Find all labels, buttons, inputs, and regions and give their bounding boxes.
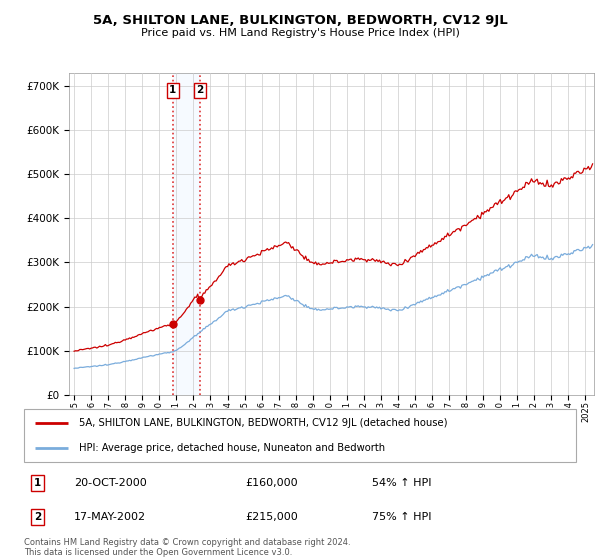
- Text: 75% ↑ HPI: 75% ↑ HPI: [372, 512, 431, 521]
- Text: Contains HM Land Registry data © Crown copyright and database right 2024.
This d: Contains HM Land Registry data © Crown c…: [24, 538, 350, 557]
- Text: 2: 2: [196, 86, 203, 95]
- Text: 1: 1: [169, 86, 176, 95]
- Point: [168, 320, 178, 329]
- Text: 5A, SHILTON LANE, BULKINGTON, BEDWORTH, CV12 9JL (detached house): 5A, SHILTON LANE, BULKINGTON, BEDWORTH, …: [79, 418, 448, 428]
- Text: HPI: Average price, detached house, Nuneaton and Bedworth: HPI: Average price, detached house, Nune…: [79, 442, 385, 452]
- Text: £160,000: £160,000: [245, 478, 298, 488]
- Text: 20-OCT-2000: 20-OCT-2000: [74, 478, 146, 488]
- Bar: [173, 73, 200, 395]
- Text: Price paid vs. HM Land Registry's House Price Index (HPI): Price paid vs. HM Land Registry's House …: [140, 28, 460, 38]
- Text: 17-MAY-2002: 17-MAY-2002: [74, 512, 146, 521]
- Text: 1: 1: [34, 478, 41, 488]
- Text: 5A, SHILTON LANE, BULKINGTON, BEDWORTH, CV12 9JL: 5A, SHILTON LANE, BULKINGTON, BEDWORTH, …: [92, 14, 508, 27]
- Text: £215,000: £215,000: [245, 512, 298, 521]
- Text: 2: 2: [34, 512, 41, 521]
- Text: 54% ↑ HPI: 54% ↑ HPI: [372, 478, 431, 488]
- Point: [195, 296, 205, 305]
- FancyBboxPatch shape: [24, 409, 576, 462]
